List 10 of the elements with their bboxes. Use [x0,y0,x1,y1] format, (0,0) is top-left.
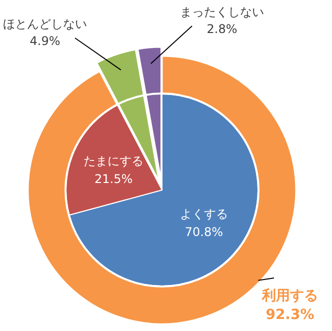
slice-label: たまにする [84,154,144,168]
slice-label: まったくしない [180,5,264,19]
slice-label: よくする [180,207,228,222]
slice-label: ほとんどしない [3,17,87,31]
data-label: 4.9% [30,34,60,48]
data-label: 21.5% [94,172,133,186]
data-label: 92.3% [266,307,314,323]
slice-label: 利用する [261,288,318,304]
data-label: 70.8% [184,225,223,240]
data-label: 2.8% [206,22,238,36]
